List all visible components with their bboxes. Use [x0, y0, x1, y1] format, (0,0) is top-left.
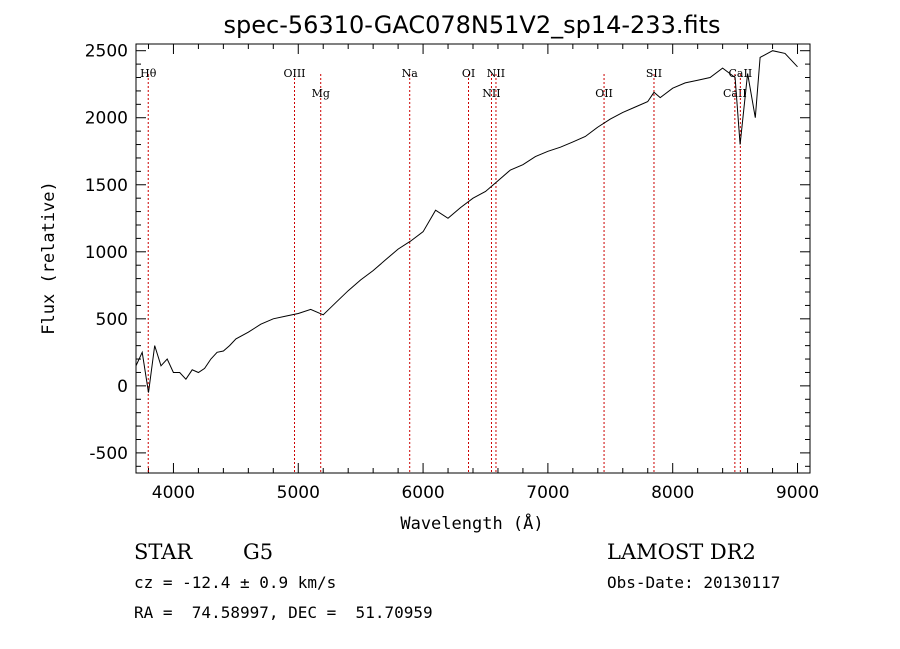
line-label: Na	[402, 67, 419, 80]
line-label: OI	[462, 67, 475, 80]
spectrum-line	[135, 50, 798, 393]
y-axis-label: Flux (relative)	[39, 181, 59, 335]
x-tick-label: 4000	[152, 483, 195, 503]
survey-name: LAMOST DR2	[607, 540, 756, 564]
x-axis-label: Wavelength (Å)	[400, 512, 543, 534]
y-tick-label: -500	[89, 444, 128, 464]
coordinates: RA = 74.58997, DEC = 51.70959	[134, 603, 433, 622]
x-tick-label: 7000	[526, 483, 569, 503]
line-label: OIII	[283, 67, 305, 80]
y-tick-label: 500	[96, 310, 128, 330]
plot-frame	[135, 43, 811, 474]
y-tick-label: 1500	[85, 176, 128, 196]
line-label: SII	[646, 67, 662, 80]
line-label: Hθ	[140, 67, 157, 80]
object-subclass: G5	[243, 540, 274, 564]
object-class: STAR	[134, 540, 193, 564]
chart-title: spec-56310-GAC078N51V2_sp14-233.fits	[224, 11, 721, 39]
y-tick-label: 0	[117, 377, 128, 397]
observation-date: Obs-Date: 20130117	[607, 573, 781, 592]
y-tick-label: 2500	[85, 42, 128, 62]
line-label: OII	[595, 87, 613, 100]
x-tick-label: 5000	[277, 483, 320, 503]
line-label: CaII	[723, 87, 747, 100]
line-label: Mg	[312, 87, 330, 100]
y-tick-label: 2000	[85, 109, 128, 129]
line-label: NII	[482, 87, 500, 100]
line-label: NII	[487, 67, 505, 80]
y-tick-label: 1000	[85, 243, 128, 263]
x-tick-label: 8000	[651, 483, 694, 503]
x-tick-label: 6000	[401, 483, 444, 503]
redshift-readout: cz = -12.4 ± 0.9 km/s	[134, 573, 337, 592]
x-tick-label: 9000	[776, 483, 819, 503]
